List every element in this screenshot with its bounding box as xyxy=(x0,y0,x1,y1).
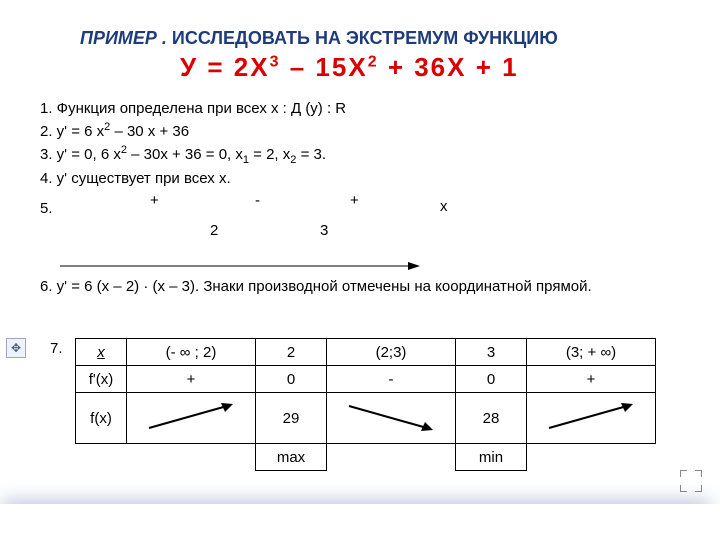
analysis-table: x (- ∞ ; 2) 2 (2;3) 3 (3; + ∞) f'(x) + 0… xyxy=(75,338,656,471)
step-4: 4. y' существует при всех х. xyxy=(40,168,680,190)
title-rest: ИССЛЕДОВАТЬ НА ЭКСТРЕМУМ ФУНКЦИЮ xyxy=(167,28,558,48)
mm-c0 xyxy=(76,444,127,471)
mm-c3 xyxy=(327,444,456,471)
th-int3: (3; + ∞) xyxy=(527,339,656,366)
th-int1: (- ∞ ; 2) xyxy=(127,339,256,366)
mm-c1 xyxy=(127,444,256,471)
step-3a: 3. y' = 0, 6 x xyxy=(40,146,121,163)
formula-p1: У = 2Х xyxy=(180,52,270,82)
arrow-up-icon xyxy=(141,398,241,434)
step-2: 2. y' = 6 x2 – 30 x + 36 xyxy=(40,120,680,143)
fp-c5: + xyxy=(527,366,656,393)
steps-block: 1. Функция определена при всех х : Д (у)… xyxy=(40,98,680,190)
table-row-fprime: f'(x) + 0 - 0 + xyxy=(76,366,656,393)
title-prefix: ПРИМЕР . xyxy=(80,28,167,48)
sign-3: + xyxy=(350,192,359,209)
step-3d: = 3. xyxy=(296,146,326,163)
formula-e2: 2 xyxy=(368,53,379,70)
table-row-header: x (- ∞ ; 2) 2 (2;3) 3 (3; + ∞) xyxy=(76,339,656,366)
f-c2: 29 xyxy=(256,393,327,444)
title-line-1: ПРИМЕР . ИССЛЕДОВАТЬ НА ЭКСТРЕМУМ ФУНКЦИ… xyxy=(80,28,558,49)
arrow-down-icon xyxy=(341,398,441,434)
number-line: 5. + - + х 2 3 xyxy=(90,192,450,252)
th-int2: (2;3) xyxy=(327,339,456,366)
number-line-arrow xyxy=(60,258,420,268)
step-1: 1. Функция определена при всех х : Д (у)… xyxy=(40,98,680,120)
tick-2: 2 xyxy=(210,222,218,239)
fp-c4: 0 xyxy=(456,366,527,393)
rlabel-f: f(x) xyxy=(76,393,127,444)
resize-handle-icon[interactable] xyxy=(680,470,702,492)
mm-c2: max xyxy=(256,444,327,471)
step-6: 6. y' = 6 (x – 2) · (x – 3). Знаки произ… xyxy=(40,276,680,298)
step-2a: 2. y' = 6 x xyxy=(40,123,104,140)
rlabel-fprime: f'(x) xyxy=(76,366,127,393)
sign-2: - xyxy=(255,192,260,209)
th-v1: 2 xyxy=(256,339,327,366)
step-3c: = 2, x xyxy=(249,146,290,163)
th-x-text: x xyxy=(97,344,105,361)
footer-shadow xyxy=(0,504,720,540)
th-x: x xyxy=(76,339,127,366)
mm-c4: min xyxy=(456,444,527,471)
formula-e1: 3 xyxy=(270,53,281,70)
table-row-minmax: max min xyxy=(76,444,656,471)
formula-p2: – 15Х xyxy=(281,52,368,82)
f-c5 xyxy=(527,393,656,444)
mm-c5 xyxy=(527,444,656,471)
table-row-f: f(x) 29 28 xyxy=(76,393,656,444)
fp-c3: - xyxy=(327,366,456,393)
fp-c2: 0 xyxy=(256,366,327,393)
formula-p3: + 36Х + 1 xyxy=(379,52,519,82)
step-3b: – 30x + 36 = 0, x xyxy=(127,146,243,163)
step-7-label: 7. xyxy=(50,340,63,357)
step-3: 3. y' = 0, 6 x2 – 30x + 36 = 0, x1 = 2, … xyxy=(40,143,680,169)
tick-3: 3 xyxy=(320,222,328,239)
step-5-label: 5. xyxy=(40,200,53,217)
f-c1 xyxy=(127,393,256,444)
numline-x-label: х xyxy=(440,198,448,215)
title-formula: У = 2Х3 – 15Х2 + 36Х + 1 xyxy=(180,52,519,83)
step-2b: – 30 x + 36 xyxy=(110,123,189,140)
arrow-up-icon xyxy=(541,398,641,434)
fp-c1: + xyxy=(127,366,256,393)
move-handle-icon[interactable]: ✥ xyxy=(6,338,26,358)
sign-1: + xyxy=(150,192,159,209)
th-v2: 3 xyxy=(456,339,527,366)
f-c3 xyxy=(327,393,456,444)
f-c4: 28 xyxy=(456,393,527,444)
